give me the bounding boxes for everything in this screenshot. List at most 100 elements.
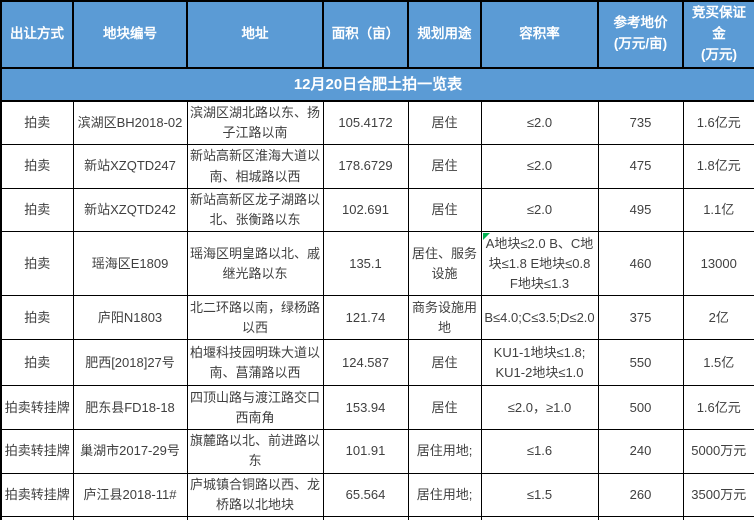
cell-address: 四顶山路与渡江路交口西南角: [186, 385, 324, 431]
cell-far: B≤4.0;C≤3.5;D≤2.0: [480, 295, 599, 341]
cell-area: 178.6729: [322, 144, 409, 190]
table-row: 拍卖转挂牌 巢湖市2017-29号 旗麓路以北、前进路以东 101.91 居住用…: [0, 429, 754, 474]
cell-deposit: 5000万元: [682, 429, 754, 474]
cell-address: 瑶海区明皇路以北、戚继光路以东: [186, 231, 324, 297]
cell-deposit-empty: [682, 515, 754, 520]
cell-far: ≤1.5: [480, 472, 599, 517]
cell-method: 拍卖: [0, 188, 74, 233]
cell-area: 65.564: [322, 472, 409, 517]
header-row: 出让方式 地块编号 地址 面积（亩） 规划用途 容积率 参考地价 (万元/亩) …: [0, 0, 754, 69]
cell-plot-no-empty: [72, 515, 188, 520]
comment-marker-icon: [482, 233, 490, 241]
col-header-plot-no: 地块编号: [72, 0, 188, 69]
table-title: 12月20日合肥土拍一览表: [0, 66, 754, 102]
cell-deposit: 1.6亿元: [682, 100, 754, 146]
cell-ref-price: 550: [597, 339, 684, 387]
cell-deposit: 1.6亿元: [682, 385, 754, 431]
cell-method: 拍卖: [0, 144, 74, 190]
table-row: 拍卖 滨湖区BH2018-02 滨湖区湖北路以东、扬子江路以南 105.4172…: [0, 100, 754, 146]
cell-method: 拍卖转挂牌: [0, 472, 74, 517]
cell-deposit: 13000: [682, 231, 754, 297]
col-header-ref-price: 参考地价 (万元/亩): [597, 0, 684, 69]
cell-plot-no: 肥西[2018]27号: [72, 339, 188, 387]
cell-address: 柏堰科技园明珠大道以南、菖蒲路以西: [186, 339, 324, 387]
cell-use: 居住: [407, 100, 482, 146]
cell-area: 135.1: [322, 231, 409, 297]
cell-plot-no: 肥东县FD18-18: [72, 385, 188, 431]
cell-use: 居住用地;: [407, 472, 482, 517]
cell-ref-price: 500: [597, 385, 684, 431]
cell-use: 居住: [407, 144, 482, 190]
cell-method: 拍卖: [0, 339, 74, 387]
cell-method: 拍卖: [0, 295, 74, 341]
cell-address: 旗麓路以北、前进路以东: [186, 429, 324, 474]
cell-method: 拍卖转挂牌: [0, 429, 74, 474]
cell-plot-no: 滨湖区BH2018-02: [72, 100, 188, 146]
cell-ref-price: 260: [597, 472, 684, 517]
cell-address-empty: [186, 515, 324, 520]
cell-use: 居住、服务设施: [407, 231, 482, 297]
cell-ref-price: 240: [597, 429, 684, 474]
cell-area: 121.74: [322, 295, 409, 341]
cell-area: 101.91: [322, 429, 409, 474]
cell-far: ≤2.0: [480, 188, 599, 233]
cell-use: 居住: [407, 339, 482, 387]
cell-address: 滨湖区湖北路以东、扬子江路以南: [186, 100, 324, 146]
cell-deposit: 2亿: [682, 295, 754, 341]
cell-use: 居住: [407, 385, 482, 431]
cell-far-text: A地块≤2.0 B、C地块≤1.8 E地块≤0.8 F地块≤1.3: [485, 235, 594, 291]
cell-far: ≤2.0: [480, 144, 599, 190]
cell-address: 庐城镇合铜路以西、龙桥路以北地块: [186, 472, 324, 517]
cell-deposit: 1.1亿: [682, 188, 754, 233]
table-body: 拍卖 滨湖区BH2018-02 滨湖区湖北路以东、扬子江路以南 105.4172…: [0, 100, 754, 520]
cell-area: 124.587: [322, 339, 409, 387]
cell-far: A地块≤2.0 B、C地块≤1.8 E地块≤0.8 F地块≤1.3: [480, 231, 599, 297]
cell-method: 拍卖: [0, 231, 74, 297]
table-row: 拍卖 瑶海区E1809 瑶海区明皇路以北、戚继光路以东 135.1 居住、服务设…: [0, 231, 754, 297]
table-row: 拍卖 肥西[2018]27号 柏堰科技园明珠大道以南、菖蒲路以西 124.587…: [0, 339, 754, 387]
cell-plot-no: 庐阳N1803: [72, 295, 188, 341]
cell-plot-no: 巢湖市2017-29号: [72, 429, 188, 474]
cell-ref-price-empty: [597, 515, 684, 520]
cell-deposit: 1.5亿: [682, 339, 754, 387]
table-row: 拍卖 新站XZQTD247 新站高新区淮海大道以南、相城路以西 178.6729…: [0, 144, 754, 190]
cell-area: 105.4172: [322, 100, 409, 146]
cell-plot-no: 新站XZQTD242: [72, 188, 188, 233]
cell-ref-price: 375: [597, 295, 684, 341]
cell-deposit: 3500万元: [682, 472, 754, 517]
cell-address: 新站高新区淮海大道以南、相城路以西: [186, 144, 324, 190]
cell-use: 居住用地;: [407, 429, 482, 474]
cell-ref-price: 475: [597, 144, 684, 190]
cell-far-empty: [480, 515, 599, 520]
cell-use: 居住: [407, 188, 482, 233]
cell-far: KU1-1地块≤1.8; KU1-2地块≤1.0: [480, 339, 599, 387]
title-row: 12月20日合肥土拍一览表: [0, 66, 754, 102]
total-row: 合计 1089.6221: [0, 515, 754, 520]
total-label: 合计: [0, 515, 74, 520]
cell-address: 北二环路以南，绿杨路以西: [186, 295, 324, 341]
cell-plot-no: 新站XZQTD247: [72, 144, 188, 190]
col-header-address: 地址: [186, 0, 324, 69]
col-header-area: 面积（亩）: [322, 0, 409, 69]
cell-ref-price: 460: [597, 231, 684, 297]
col-header-far: 容积率: [480, 0, 599, 69]
cell-plot-no: 庐江县2018-11#: [72, 472, 188, 517]
cell-address: 新站高新区龙子湖路以北、张衡路以东: [186, 188, 324, 233]
table-row: 拍卖 庐阳N1803 北二环路以南，绿杨路以西 121.74 商务设施用地 B≤…: [0, 295, 754, 341]
cell-ref-price: 495: [597, 188, 684, 233]
cell-use: 商务设施用地: [407, 295, 482, 341]
col-header-deposit: 竞买保证金 (万元): [682, 0, 754, 69]
cell-far: ≤2.0: [480, 100, 599, 146]
cell-area: 102.691: [322, 188, 409, 233]
total-area-value: 1089.6221: [322, 515, 409, 520]
table-row: 拍卖 新站XZQTD242 新站高新区龙子湖路以北、张衡路以东 102.691 …: [0, 188, 754, 233]
cell-deposit: 1.8亿元: [682, 144, 754, 190]
cell-area: 153.94: [322, 385, 409, 431]
cell-far: ≤1.6: [480, 429, 599, 474]
cell-plot-no: 瑶海区E1809: [72, 231, 188, 297]
table-row: 拍卖转挂牌 肥东县FD18-18 四顶山路与渡江路交口西南角 153.94 居住…: [0, 385, 754, 431]
col-header-method: 出让方式: [0, 0, 74, 69]
cell-method: 拍卖: [0, 100, 74, 146]
